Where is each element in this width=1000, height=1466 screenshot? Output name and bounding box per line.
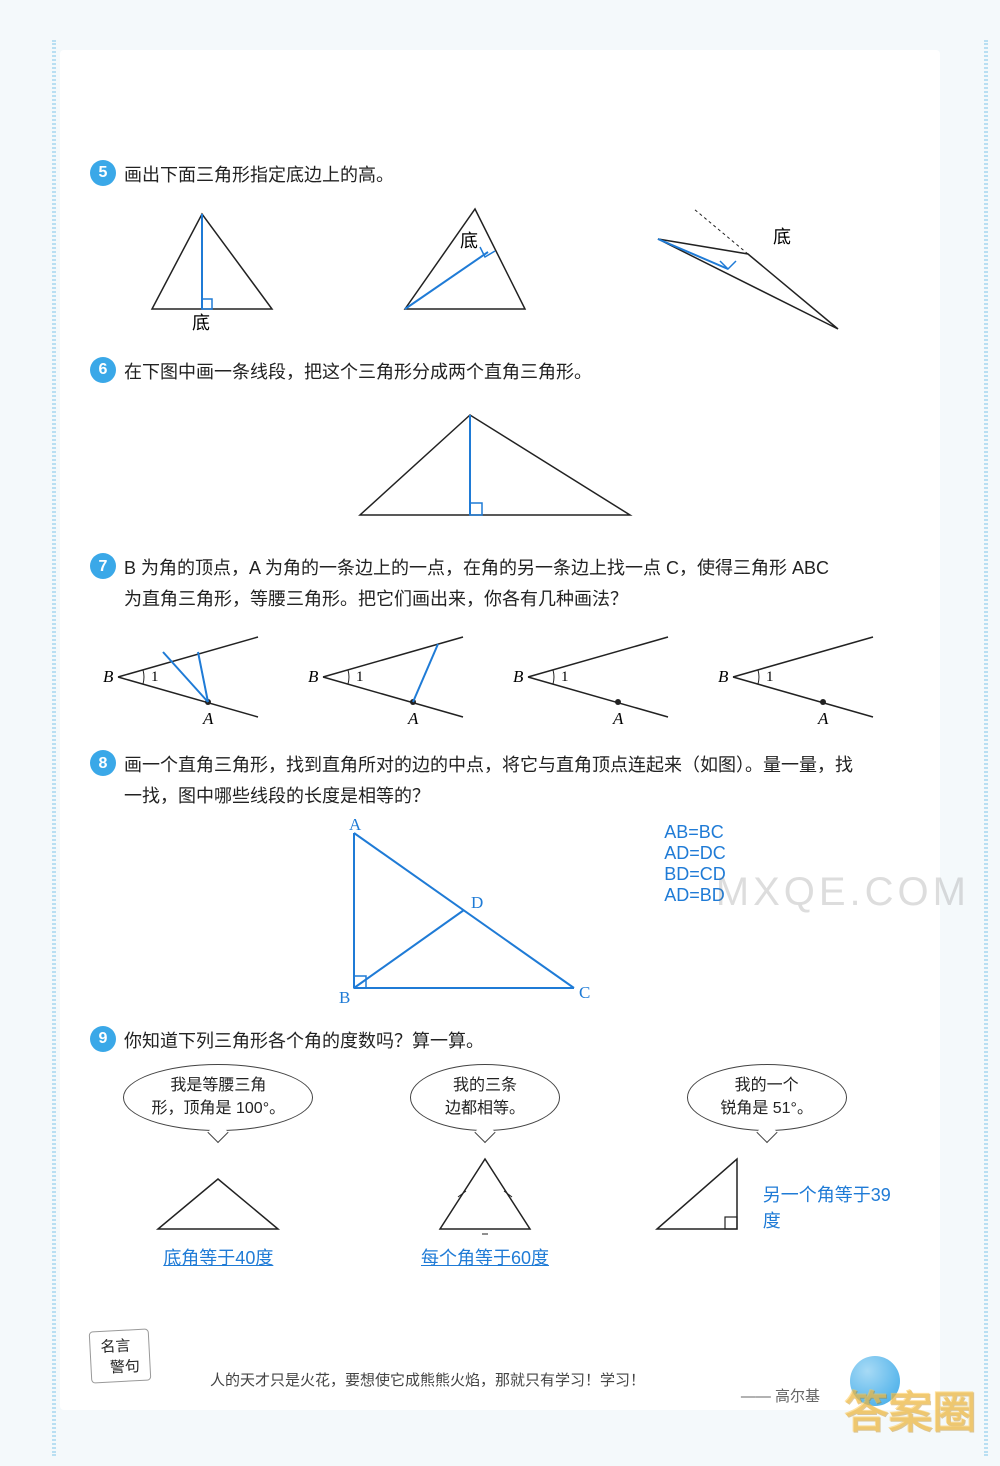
watermark-stamp: 答案圈 xyxy=(844,1376,976,1440)
q9-text: 你知道下列三角形各个角的度数吗？算一算。 xyxy=(124,1026,910,1057)
svg-text:1: 1 xyxy=(561,669,569,685)
base-label: 底 xyxy=(773,227,791,247)
svg-text:B: B xyxy=(308,667,319,686)
svg-text:A: A xyxy=(612,709,624,728)
q9-figures: 我是等腰三角 形，顶角是 100°。 底角等于40度 我的三条 边都相等。 每个… xyxy=(90,1064,910,1270)
q8-ans-1: AD=DC xyxy=(664,843,726,864)
q6-figure xyxy=(90,395,910,535)
svg-text:B: B xyxy=(513,667,524,686)
footer-quote: 人的天才只是火花，要想使它成熊熊火焰，那就只有学习！学习！ xyxy=(210,1369,645,1390)
svg-text:1: 1 xyxy=(766,669,774,685)
q7-text: B 为角的顶点，A 为角的一条边上的一点，在角的另一条边上找一点 C，使得三角形… xyxy=(124,553,910,614)
q6-text: 在下图中画一条线段，把这个三角形分成两个直角三角形。 xyxy=(124,357,910,388)
svg-text:A: A xyxy=(407,709,419,728)
q7-angle-3: B 1 A xyxy=(513,622,693,732)
question-9: 9 你知道下列三角形各个角的度数吗？算一算。 xyxy=(90,1026,910,1057)
q9-tri-1 xyxy=(410,1149,560,1239)
q9-bubble-text-2: 我的一个 锐角是 51°。 xyxy=(720,1077,813,1116)
q9-tri-2 xyxy=(627,1149,755,1239)
footer-author: —— 高尔基 xyxy=(741,1385,820,1406)
question-6: 6 在下图中画一条线段，把这个三角形分成两个直角三角形。 xyxy=(90,357,910,388)
q5-text: 画出下面三角形指定底边上的高。 xyxy=(124,160,910,191)
q8-ans-0: AB=BC xyxy=(664,822,726,843)
svg-text:B: B xyxy=(339,988,350,1007)
svg-text:C: C xyxy=(579,983,590,1002)
svg-text:A: A xyxy=(817,709,829,728)
q9-ans-0: 底角等于40度 xyxy=(93,1244,343,1270)
q7-angle-4: B 1 A xyxy=(718,622,898,732)
q7-angle-1: B 1 A xyxy=(103,622,283,732)
q9-bubble-1: 我的三条 边都相等。 xyxy=(410,1064,560,1131)
q7-line1: B 为角的顶点，A 为角的一条边上的一点，在角的另一条边上找一点 C，使得三角形… xyxy=(124,558,829,578)
qnum-8: 8 xyxy=(90,750,116,776)
q8-line2: 一找，图中哪些线段的长度是相等的？ xyxy=(124,786,430,806)
svg-text:D: D xyxy=(471,893,483,912)
svg-text:B: B xyxy=(718,667,729,686)
q5-figures: 底 底 底 xyxy=(90,199,910,339)
qnum-9: 9 xyxy=(90,1026,116,1052)
footer-label-box: 名言 警句 xyxy=(89,1328,152,1383)
svg-text:A: A xyxy=(202,709,214,728)
q7-line2: 为直角三角形，等腰三角形。把它们画出来，你各有几种画法？ xyxy=(124,589,628,609)
base-label: 底 xyxy=(192,313,210,333)
qnum-5: 5 xyxy=(90,160,116,186)
watermark-url: MXQE.COM xyxy=(716,870,970,915)
q9-item-2: 我的一个 锐角是 51°。 另一个角等于39度 xyxy=(627,1064,907,1239)
qnum-7: 7 xyxy=(90,553,116,579)
q6-triangle xyxy=(330,395,670,535)
q9-bubble-2: 我的一个 锐角是 51°。 xyxy=(687,1064,847,1131)
q7-angle-2: B 1 A xyxy=(308,622,488,732)
q7-figures: B 1 A B 1 A B 1 A B xyxy=(90,622,910,732)
q9-ans-1: 每个角等于60度 xyxy=(360,1244,610,1270)
page-content: 5 画出下面三角形指定底边上的高。 底 底 底 6 在下图中画一条线段，把这个三… xyxy=(60,50,940,1410)
q9-bubble-text-1: 我的三条 边都相等。 xyxy=(445,1077,525,1116)
svg-text:1: 1 xyxy=(356,669,364,685)
svg-text:A: A xyxy=(349,818,362,834)
q8-line1: 画一个直角三角形，找到直角所对的边的中点，将它与直角顶点连起来（如图）。量一量，… xyxy=(124,755,853,775)
q9-bubble-text-0: 我是等腰三角 形，顶角是 100°。 xyxy=(152,1077,286,1116)
q8-text: 画一个直角三角形，找到直角所对的边的中点，将它与直角顶点连起来（如图）。量一量，… xyxy=(124,750,910,811)
question-7: 7 B 为角的顶点，A 为角的一条边上的一点，在角的另一条边上找一点 C，使得三… xyxy=(90,553,910,614)
svg-text:1: 1 xyxy=(151,669,159,685)
question-8: 8 画一个直角三角形，找到直角所对的边的中点，将它与直角顶点连起来（如图）。量一… xyxy=(90,750,910,811)
question-5: 5 画出下面三角形指定底边上的高。 xyxy=(90,160,910,191)
q5-tri-2: 底 xyxy=(385,199,555,339)
q9-item-0: 我是等腰三角 形，顶角是 100°。 底角等于40度 xyxy=(93,1064,343,1270)
footer-box-l1: 名言 xyxy=(100,1337,131,1356)
q9-tri-0 xyxy=(138,1149,298,1239)
q9-ans-2: 另一个角等于39度 xyxy=(763,1181,907,1233)
q5-tri-3: 底 xyxy=(638,199,868,339)
q8-triangle: A B C D xyxy=(274,818,604,1008)
footer-box-l2: 警句 xyxy=(110,1358,141,1377)
base-label: 底 xyxy=(460,231,478,251)
qnum-6: 6 xyxy=(90,357,116,383)
q5-tri-1: 底 xyxy=(132,199,302,339)
q9-item-1: 我的三条 边都相等。 每个角等于60度 xyxy=(360,1064,610,1270)
svg-text:B: B xyxy=(103,667,114,686)
q9-bubble-0: 我是等腰三角 形，顶角是 100°。 xyxy=(123,1064,313,1131)
